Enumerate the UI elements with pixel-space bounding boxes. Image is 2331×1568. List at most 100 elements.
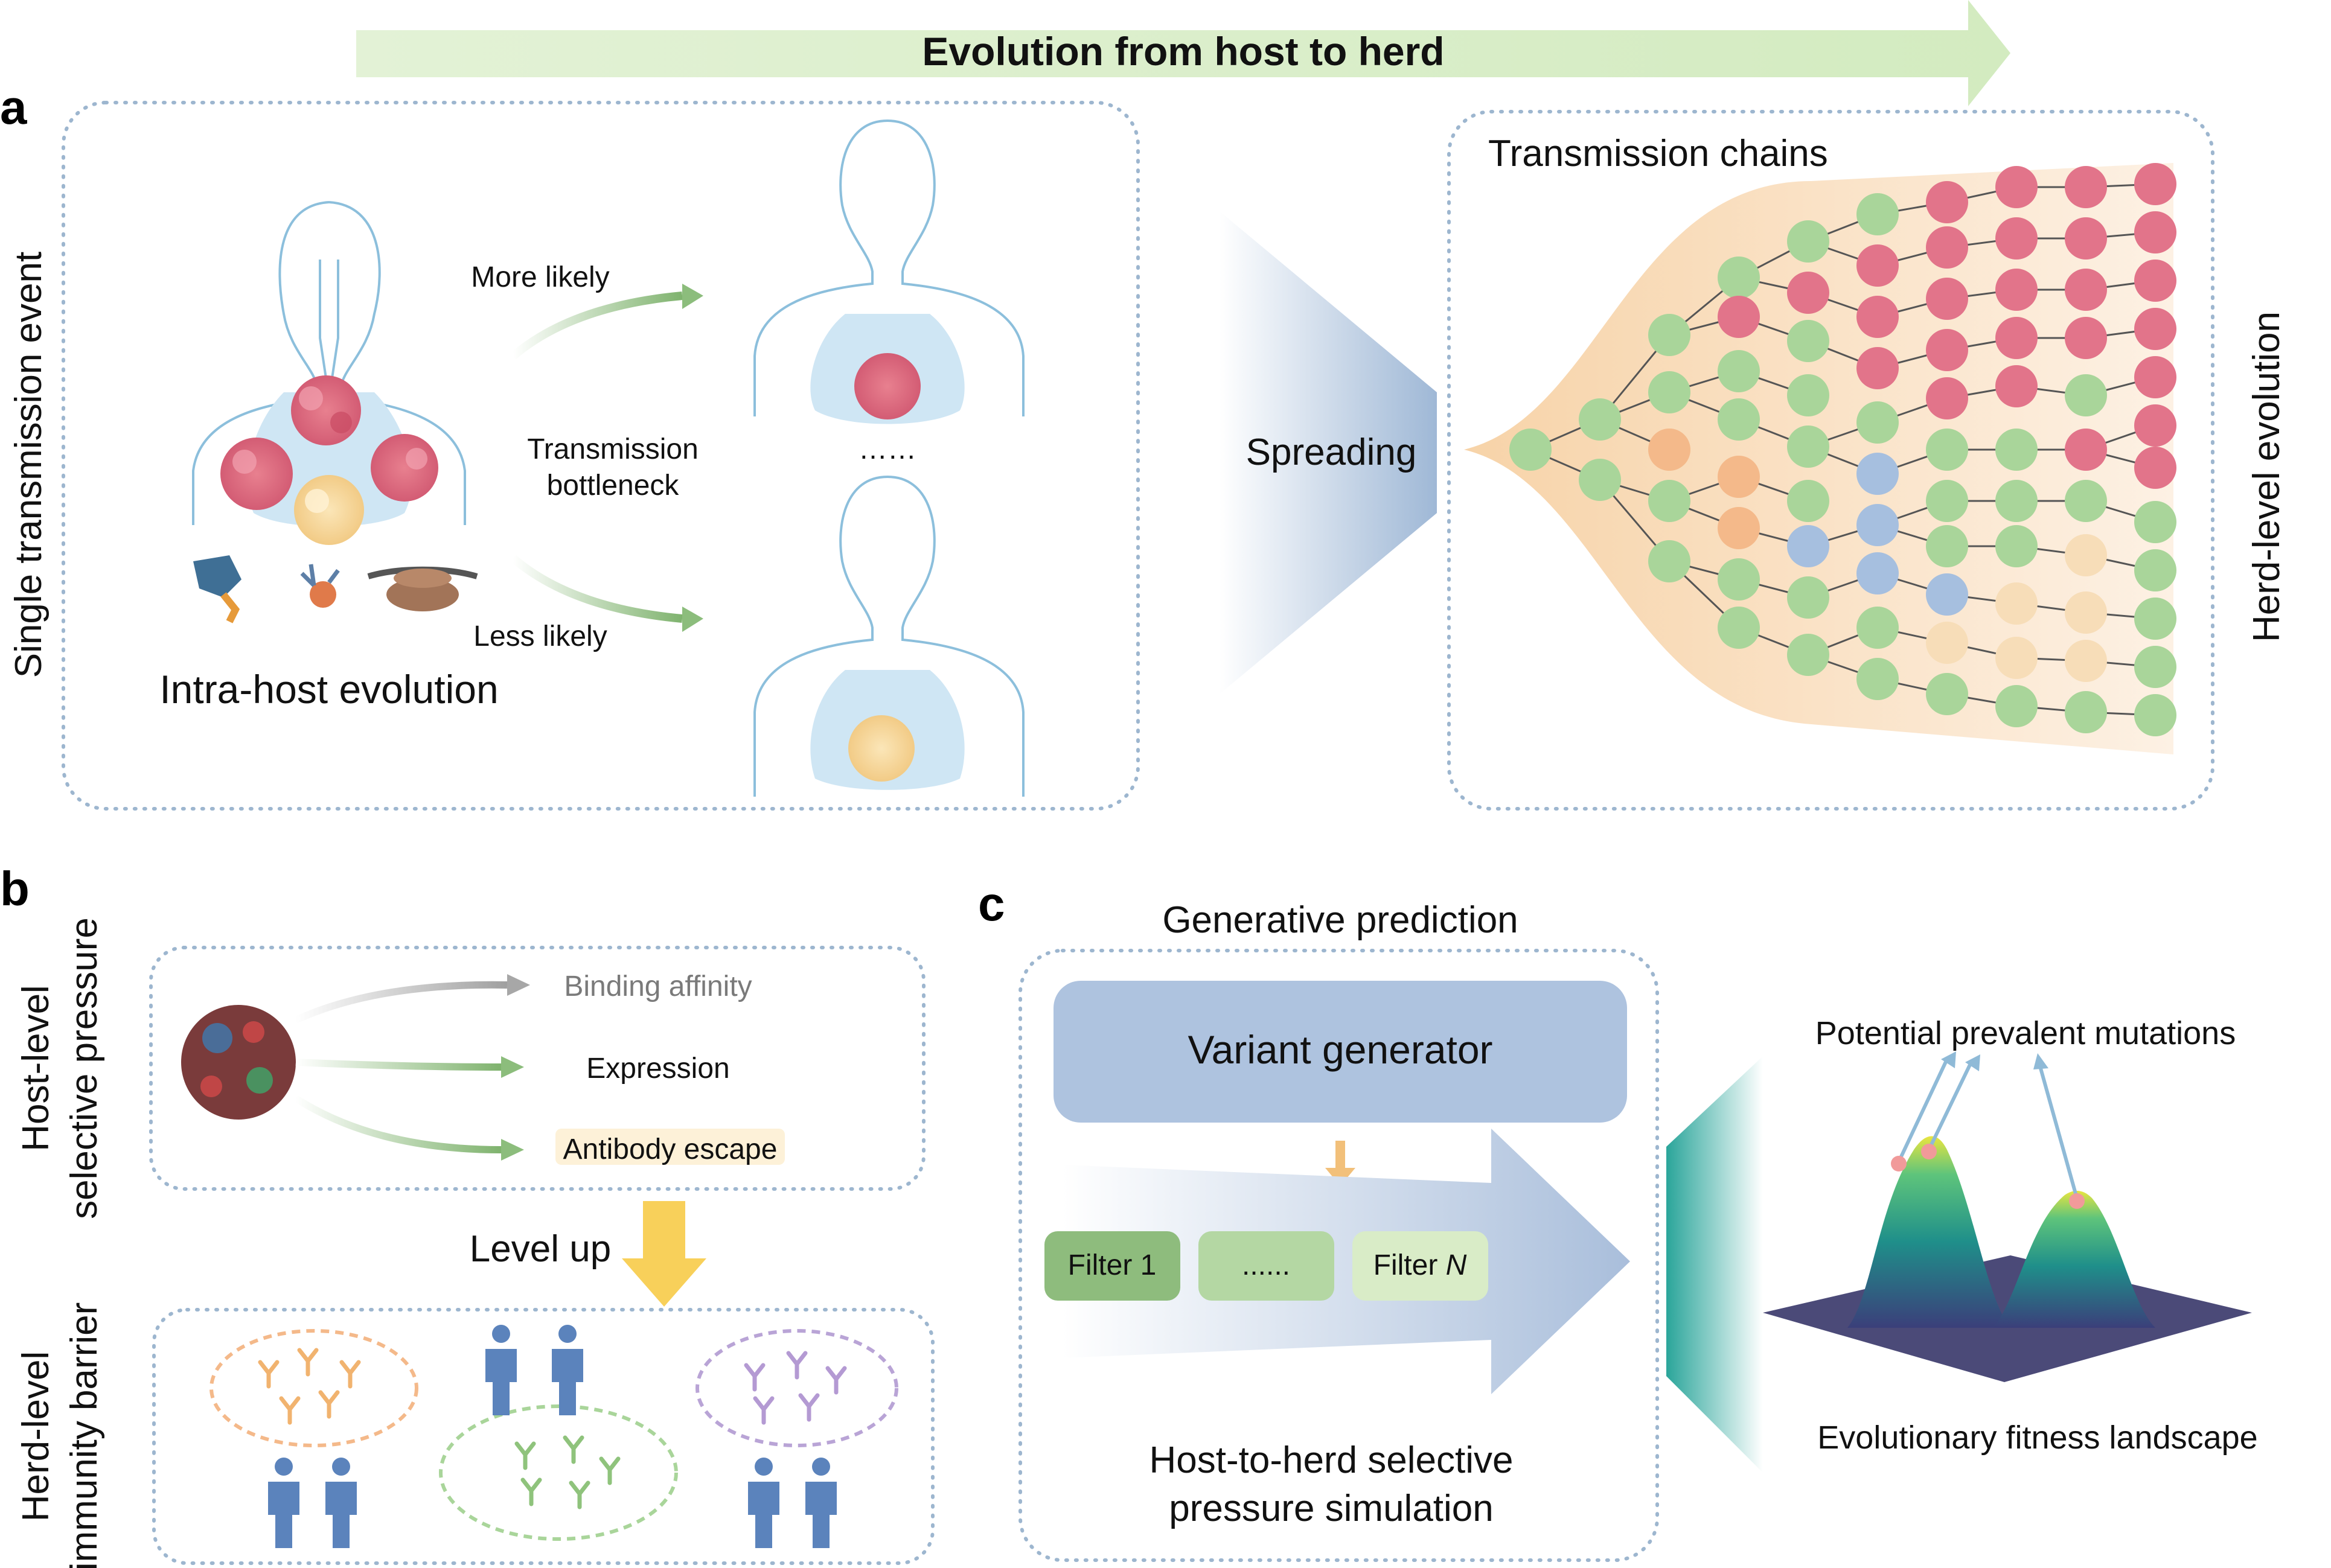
spreading-label: Spreading xyxy=(1246,432,1417,473)
single-transmission-label: Single transmission event xyxy=(8,252,50,678)
generator-down-arrow xyxy=(1325,1141,1355,1186)
bottleneck-label-2: bottleneck xyxy=(547,470,680,502)
antibody-glyphs xyxy=(258,1348,847,1509)
tree-node xyxy=(1995,166,2038,208)
simulation-label-2: pressure simulation xyxy=(1169,1488,1494,1529)
tree-node xyxy=(2134,260,2176,302)
tree-node xyxy=(2134,598,2176,640)
tree-node xyxy=(1648,314,1690,356)
mutation-arrowhead-3 xyxy=(2033,1053,2048,1069)
herd-level-label-1: Herd-level xyxy=(15,1351,57,1522)
person-icon xyxy=(325,1458,357,1548)
expression-arrow xyxy=(295,1059,502,1071)
antibody-escape-highlight xyxy=(555,1129,785,1165)
variant-generator-box xyxy=(1054,981,1627,1123)
tree-node xyxy=(2134,404,2176,447)
simulation-label-1: Host-to-herd selective xyxy=(1149,1439,1513,1481)
generative-prediction-title: Generative prediction xyxy=(1162,899,1518,941)
landscape-peak-right xyxy=(1992,1191,2155,1328)
expression-arrowhead xyxy=(501,1056,524,1078)
tree-node xyxy=(1787,525,1829,567)
transmission-tree-nodes xyxy=(1509,163,2176,736)
antibody-icon xyxy=(825,1366,847,1395)
tree-node xyxy=(2065,480,2107,522)
tree-node xyxy=(1856,607,1899,649)
tree-node xyxy=(1856,347,1899,389)
tree-node xyxy=(2134,646,2176,688)
expression-label: Expression xyxy=(586,1053,729,1085)
tree-node xyxy=(2065,317,2107,359)
tree-node xyxy=(1995,637,2038,679)
tree-node xyxy=(1926,278,1968,320)
tree-node xyxy=(1856,244,1899,287)
tree-node xyxy=(2134,308,2176,350)
tree-node xyxy=(2065,640,2107,682)
tree-node xyxy=(1787,480,1829,522)
tree-node xyxy=(1579,398,1621,441)
protein-icon xyxy=(193,555,241,623)
filter-1-box[interactable] xyxy=(1044,1231,1180,1301)
person-icon xyxy=(268,1458,299,1548)
tree-node xyxy=(2134,356,2176,398)
tree-node xyxy=(2134,549,2176,591)
tree-node xyxy=(1856,453,1899,495)
mutation-point-1 xyxy=(1891,1156,1907,1171)
tree-node xyxy=(2065,166,2107,208)
tree-node xyxy=(1995,217,2038,260)
fitness-landscape xyxy=(1763,1051,2252,1382)
banner: Evolution from host to herd xyxy=(356,0,2010,106)
spreading-wedge xyxy=(1220,211,1437,694)
host-ellipsis: …… xyxy=(859,433,916,465)
tree-node xyxy=(1648,540,1690,582)
antibody-group-purple xyxy=(695,1329,898,1447)
tree-node xyxy=(2134,163,2176,205)
landscape-peak-left xyxy=(1847,1136,2010,1328)
fitness-landscape-label: Evolutionary fitness landscape xyxy=(1817,1420,2257,1456)
antibody-group-orange xyxy=(209,1329,418,1447)
tree-node xyxy=(1579,459,1621,501)
person-icon xyxy=(552,1325,583,1415)
tree-node xyxy=(1718,296,1760,338)
antibody-icon xyxy=(279,1396,301,1425)
less-likely-arrow xyxy=(510,555,683,623)
tree-node xyxy=(2134,211,2176,253)
tree-node xyxy=(2065,217,2107,260)
mutation-arrowhead-2 xyxy=(1965,1054,1980,1071)
tree-node xyxy=(1718,607,1760,649)
antibody-icon xyxy=(599,1456,621,1485)
person-icon xyxy=(748,1458,779,1548)
person-icon xyxy=(485,1325,517,1415)
tree-node xyxy=(1995,269,2038,311)
panel-label-b: b xyxy=(0,862,30,916)
tree-node xyxy=(1856,658,1899,700)
level-up-arrow xyxy=(622,1201,706,1307)
tree-node xyxy=(1926,573,1968,616)
tree-node xyxy=(2065,429,2107,471)
generative-prediction-box xyxy=(1018,949,1659,1562)
antibody-icon xyxy=(520,1477,542,1506)
less-likely-arrowhead xyxy=(682,607,703,632)
tree-node xyxy=(1787,272,1829,314)
tree-node xyxy=(1926,226,1968,269)
virus-cluster-red-2 xyxy=(220,438,293,510)
antibody-icon xyxy=(569,1480,590,1509)
banner-arrow xyxy=(356,0,2010,106)
antibody-icon xyxy=(798,1393,820,1422)
mutation-arrow-3 xyxy=(2039,1068,2079,1199)
tree-node xyxy=(1995,429,2038,471)
person-icon xyxy=(805,1458,837,1548)
intra-host-box xyxy=(62,101,1140,811)
tree-node xyxy=(1926,525,1968,567)
antibody-icon xyxy=(514,1441,536,1470)
more-likely-arrow xyxy=(510,292,683,360)
herd-immunity-box xyxy=(152,1308,935,1565)
filter-n-box[interactable] xyxy=(1352,1231,1488,1301)
transmission-chains-box xyxy=(1447,110,2214,811)
tree-node xyxy=(2065,534,2107,576)
fitness-wedge xyxy=(1666,1056,1763,1473)
tree-node xyxy=(1926,181,1968,223)
tree-node xyxy=(1787,634,1829,676)
intra-host-label: Intra-host evolution xyxy=(159,667,498,712)
bottleneck-icon xyxy=(367,566,478,611)
herd-level-label-2: immunity barrier xyxy=(63,1302,105,1568)
